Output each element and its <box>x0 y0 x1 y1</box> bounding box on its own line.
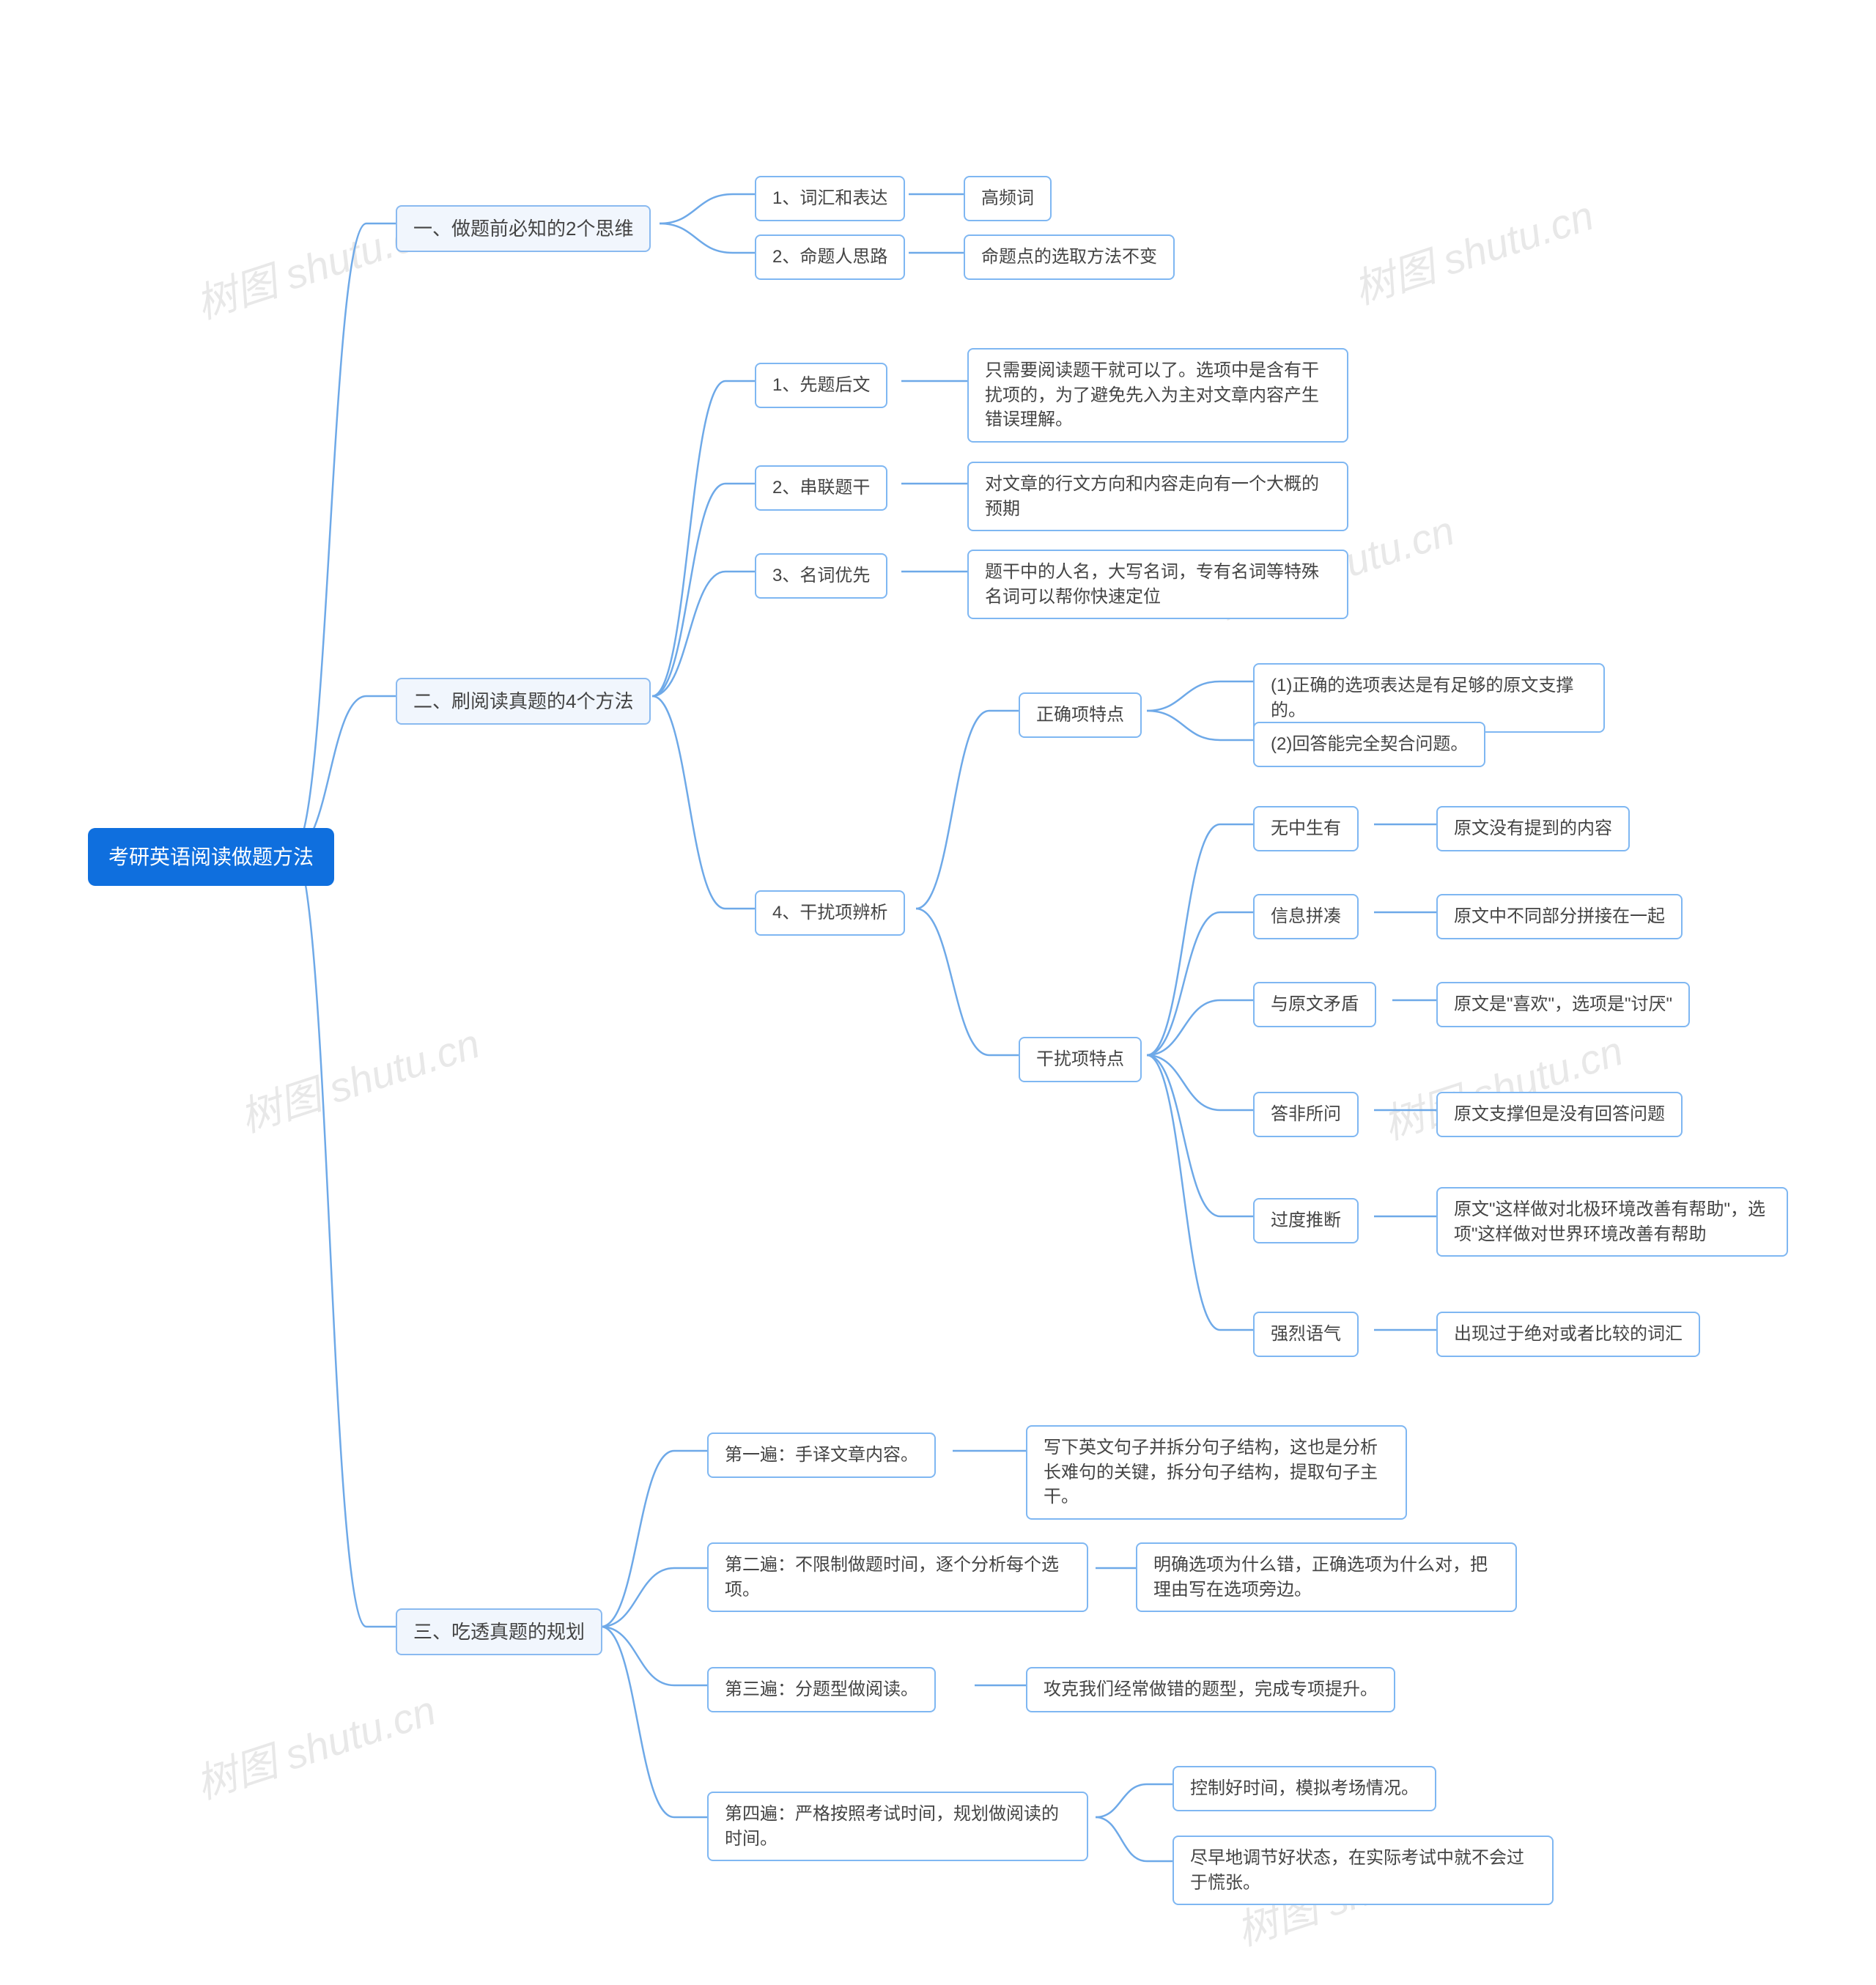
section-2[interactable]: 二、刷阅读真题的4个方法 <box>396 678 651 725</box>
s2-m3-desc: 题干中的人名，大写名词，专有名词等特殊名词可以帮你快速定位 <box>967 550 1348 619</box>
d6[interactable]: 强烈语气 <box>1253 1312 1359 1357</box>
s3-p1[interactable]: 第一遍：手译文章内容。 <box>707 1433 936 1478</box>
d4[interactable]: 答非所问 <box>1253 1092 1359 1137</box>
watermark: 树图 shutu.cn <box>1345 183 1600 317</box>
correct-label[interactable]: 正确项特点 <box>1019 692 1142 738</box>
s3-p4[interactable]: 第四遍：严格按照考试时间，规划做阅读的时间。 <box>707 1792 1088 1861</box>
s1-item-2[interactable]: 2、命题人思路 <box>755 234 905 280</box>
correct-p2: (2)回答能完全契合问题。 <box>1253 722 1485 767</box>
watermark: 树图 shutu.cn <box>188 1678 443 1811</box>
s3-p4-r1: 控制好时间，模拟考场情况。 <box>1172 1766 1436 1811</box>
s3-p3-desc: 攻克我们经常做错的题型，完成专项提升。 <box>1026 1667 1395 1712</box>
s2-m1-desc: 只需要阅读题干就可以了。选项中是含有干扰项的，为了避免先入为主对文章内容产生错误… <box>967 348 1348 443</box>
s2-m2-desc: 对文章的行文方向和内容走向有一个大概的预期 <box>967 462 1348 531</box>
s3-p3[interactable]: 第三遍：分题型做阅读。 <box>707 1667 936 1712</box>
d2-desc: 原文中不同部分拼接在一起 <box>1436 894 1683 939</box>
d1-desc: 原文没有提到的内容 <box>1436 806 1630 851</box>
s2-m1[interactable]: 1、先题后文 <box>755 363 887 408</box>
s1-item-1-tail: 高频词 <box>964 176 1052 221</box>
s2-m3[interactable]: 3、名词优先 <box>755 553 887 599</box>
section-3[interactable]: 三、吃透真题的规划 <box>396 1608 602 1655</box>
d6-desc: 出现过于绝对或者比较的词汇 <box>1436 1312 1700 1357</box>
s1-item-1[interactable]: 1、词汇和表达 <box>755 176 905 221</box>
d2[interactable]: 信息拼凑 <box>1253 894 1359 939</box>
d5-desc: 原文"这样做对北极环境改善有帮助"，选项"这样做对世界环境改善有帮助 <box>1436 1187 1788 1257</box>
s2-m4[interactable]: 4、干扰项辨析 <box>755 890 905 936</box>
d3-desc: 原文是"喜欢"，选项是"讨厌" <box>1436 982 1690 1027</box>
section-1[interactable]: 一、做题前必知的2个思维 <box>396 205 651 252</box>
distract-label[interactable]: 干扰项特点 <box>1019 1037 1142 1082</box>
s3-p1-desc: 写下英文句子并拆分句子结构，这也是分析长难句的关键，拆分句子结构，提取句子主干。 <box>1026 1425 1407 1520</box>
s3-p2[interactable]: 第二遍：不限制做题时间，逐个分析每个选项。 <box>707 1542 1088 1612</box>
d5[interactable]: 过度推断 <box>1253 1198 1359 1243</box>
s3-p4-r2: 尽早地调节好状态，在实际考试中就不会过于慌张。 <box>1172 1836 1554 1905</box>
d4-desc: 原文支撑但是没有回答问题 <box>1436 1092 1683 1137</box>
s3-p2-desc: 明确选项为什么错，正确选项为什么对，把理由写在选项旁边。 <box>1136 1542 1517 1612</box>
watermark: 树图 shutu.cn <box>232 1011 487 1145</box>
s1-item-2-tail: 命题点的选取方法不变 <box>964 234 1175 280</box>
d3[interactable]: 与原文矛盾 <box>1253 982 1376 1027</box>
root-node[interactable]: 考研英语阅读做题方法 <box>88 828 334 886</box>
d1[interactable]: 无中生有 <box>1253 806 1359 851</box>
s2-m2[interactable]: 2、串联题干 <box>755 465 887 511</box>
